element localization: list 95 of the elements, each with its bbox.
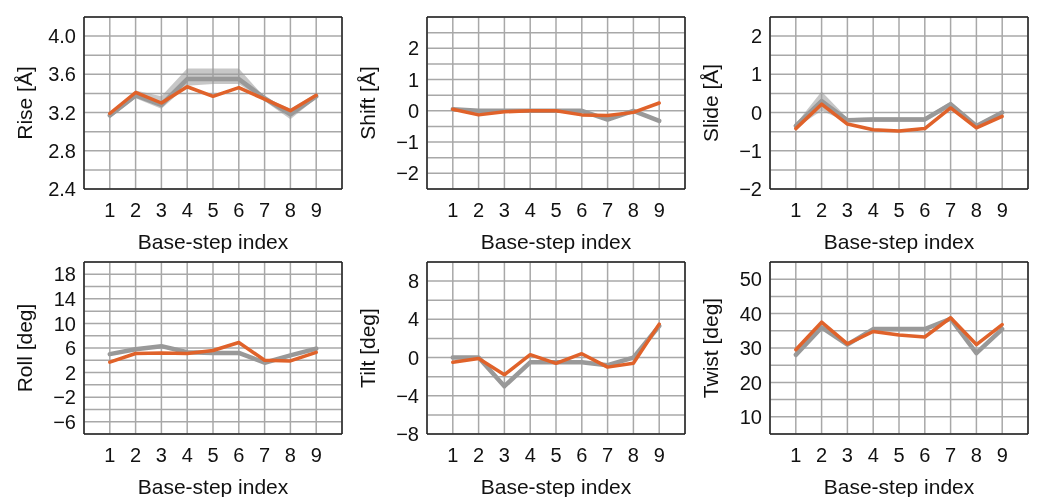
x-tick-label: 2 — [130, 444, 142, 467]
y-tick-label: 1 — [407, 68, 419, 91]
x-tick-label: 5 — [550, 444, 562, 467]
x-tick-label: 3 — [155, 199, 167, 222]
y-tick-label: 50 — [739, 268, 762, 291]
y-tick-label: 4.0 — [48, 25, 76, 48]
y-tick-label: 0 — [750, 101, 762, 124]
x-tick-label: 1 — [104, 199, 116, 222]
y-tick-label: 2 — [750, 25, 762, 48]
x-tick-label: 3 — [498, 199, 510, 222]
y-tick-label: 0 — [407, 99, 419, 122]
y-tick-label: −2 — [53, 386, 76, 409]
x-tick-label: 6 — [919, 199, 931, 222]
x-tick-label: 9 — [996, 199, 1008, 222]
x-tick-label: 8 — [284, 199, 296, 222]
x-tick-label: 4 — [181, 444, 193, 467]
y-tick-label: −8 — [396, 423, 419, 446]
y-axis-title: Tilt [deg] — [355, 308, 379, 388]
y-axis-title: Slide [Å] — [698, 63, 722, 143]
x-tick-label: 1 — [447, 199, 459, 222]
y-axis-title: Rise [Å] — [12, 66, 36, 140]
x-tick-label: 9 — [310, 199, 322, 222]
y-tick-label: 30 — [739, 337, 762, 360]
x-axis-title: Base-step index — [137, 230, 289, 253]
y-tick-label: 6 — [64, 337, 76, 360]
y-tick-label: −2 — [396, 162, 419, 185]
y-tick-label: 14 — [53, 287, 76, 310]
x-tick-label: 6 — [919, 444, 931, 467]
x-tick-label: 4 — [867, 444, 879, 467]
x-tick-label: 1 — [790, 199, 802, 222]
x-tick-label: 6 — [576, 444, 588, 467]
x-tick-label: 4 — [181, 199, 193, 222]
x-tick-label: 2 — [130, 199, 142, 222]
x-tick-label: 3 — [841, 444, 853, 467]
y-tick-label: −6 — [53, 410, 76, 433]
y-tick-label: −1 — [739, 139, 762, 162]
x-tick-label: 5 — [893, 444, 905, 467]
x-tick-label: 2 — [816, 199, 828, 222]
y-axis-title: Twist [deg] — [698, 297, 722, 399]
x-tick-label: 7 — [259, 199, 271, 222]
y-tick-label: 4 — [407, 308, 419, 331]
y-axis-title: Roll [deg] — [12, 303, 36, 393]
x-tick-label: 4 — [524, 444, 536, 467]
y-tick-label: 2 — [407, 37, 419, 60]
x-tick-label: 4 — [524, 199, 536, 222]
y-tick-label: 3.6 — [48, 63, 76, 86]
x-tick-label: 9 — [653, 444, 665, 467]
y-tick-label: 3.2 — [48, 101, 76, 124]
x-tick-label: 5 — [207, 444, 219, 467]
y-tick-label: 2 — [64, 361, 76, 384]
x-tick-label: 9 — [653, 199, 665, 222]
x-tick-label: 6 — [576, 199, 588, 222]
x-axis-title: Base-step index — [823, 230, 975, 253]
y-tick-label: 10 — [53, 312, 76, 335]
y-tick-label: 18 — [53, 263, 76, 286]
y-axis-title: Shift [Å] — [355, 66, 379, 140]
x-tick-label: 9 — [310, 444, 322, 467]
x-tick-label: 7 — [602, 444, 614, 467]
x-tick-label: 6 — [233, 199, 245, 222]
x-tick-label: 7 — [945, 444, 957, 467]
x-tick-label: 8 — [284, 444, 296, 467]
x-tick-label: 3 — [498, 444, 510, 467]
y-tick-label: 0 — [407, 346, 419, 369]
y-tick-label: 40 — [739, 302, 762, 325]
y-tick-label: 10 — [739, 405, 762, 428]
x-axis-title: Base-step index — [480, 230, 632, 253]
x-tick-label: 4 — [867, 199, 879, 222]
y-tick-label: 8 — [407, 270, 419, 293]
x-tick-label: 1 — [447, 444, 459, 467]
x-tick-label: 7 — [945, 199, 957, 222]
x-tick-label: 2 — [473, 199, 485, 222]
x-tick-label: 7 — [602, 199, 614, 222]
y-tick-label: 2.8 — [48, 139, 76, 162]
x-tick-label: 5 — [207, 199, 219, 222]
x-tick-label: 8 — [970, 444, 982, 467]
x-tick-label: 1 — [790, 444, 802, 467]
y-tick-label: −1 — [396, 131, 419, 154]
x-tick-label: 5 — [550, 199, 562, 222]
y-tick-label: 1 — [750, 63, 762, 86]
y-tick-label: 20 — [739, 371, 762, 394]
x-tick-label: 2 — [473, 444, 485, 467]
x-tick-label: 7 — [259, 444, 271, 467]
x-tick-label: 2 — [816, 444, 828, 467]
x-tick-label: 6 — [233, 444, 245, 467]
x-tick-label: 8 — [627, 199, 639, 222]
y-tick-label: −2 — [739, 178, 762, 201]
y-tick-label: 2.4 — [48, 178, 76, 201]
x-tick-label: 8 — [627, 444, 639, 467]
x-tick-label: 3 — [155, 444, 167, 467]
x-tick-label: 3 — [841, 199, 853, 222]
x-tick-label: 5 — [893, 199, 905, 222]
x-tick-label: 8 — [970, 199, 982, 222]
x-tick-label: 1 — [104, 444, 116, 467]
y-tick-label: −4 — [396, 384, 419, 407]
x-tick-label: 9 — [996, 444, 1008, 467]
